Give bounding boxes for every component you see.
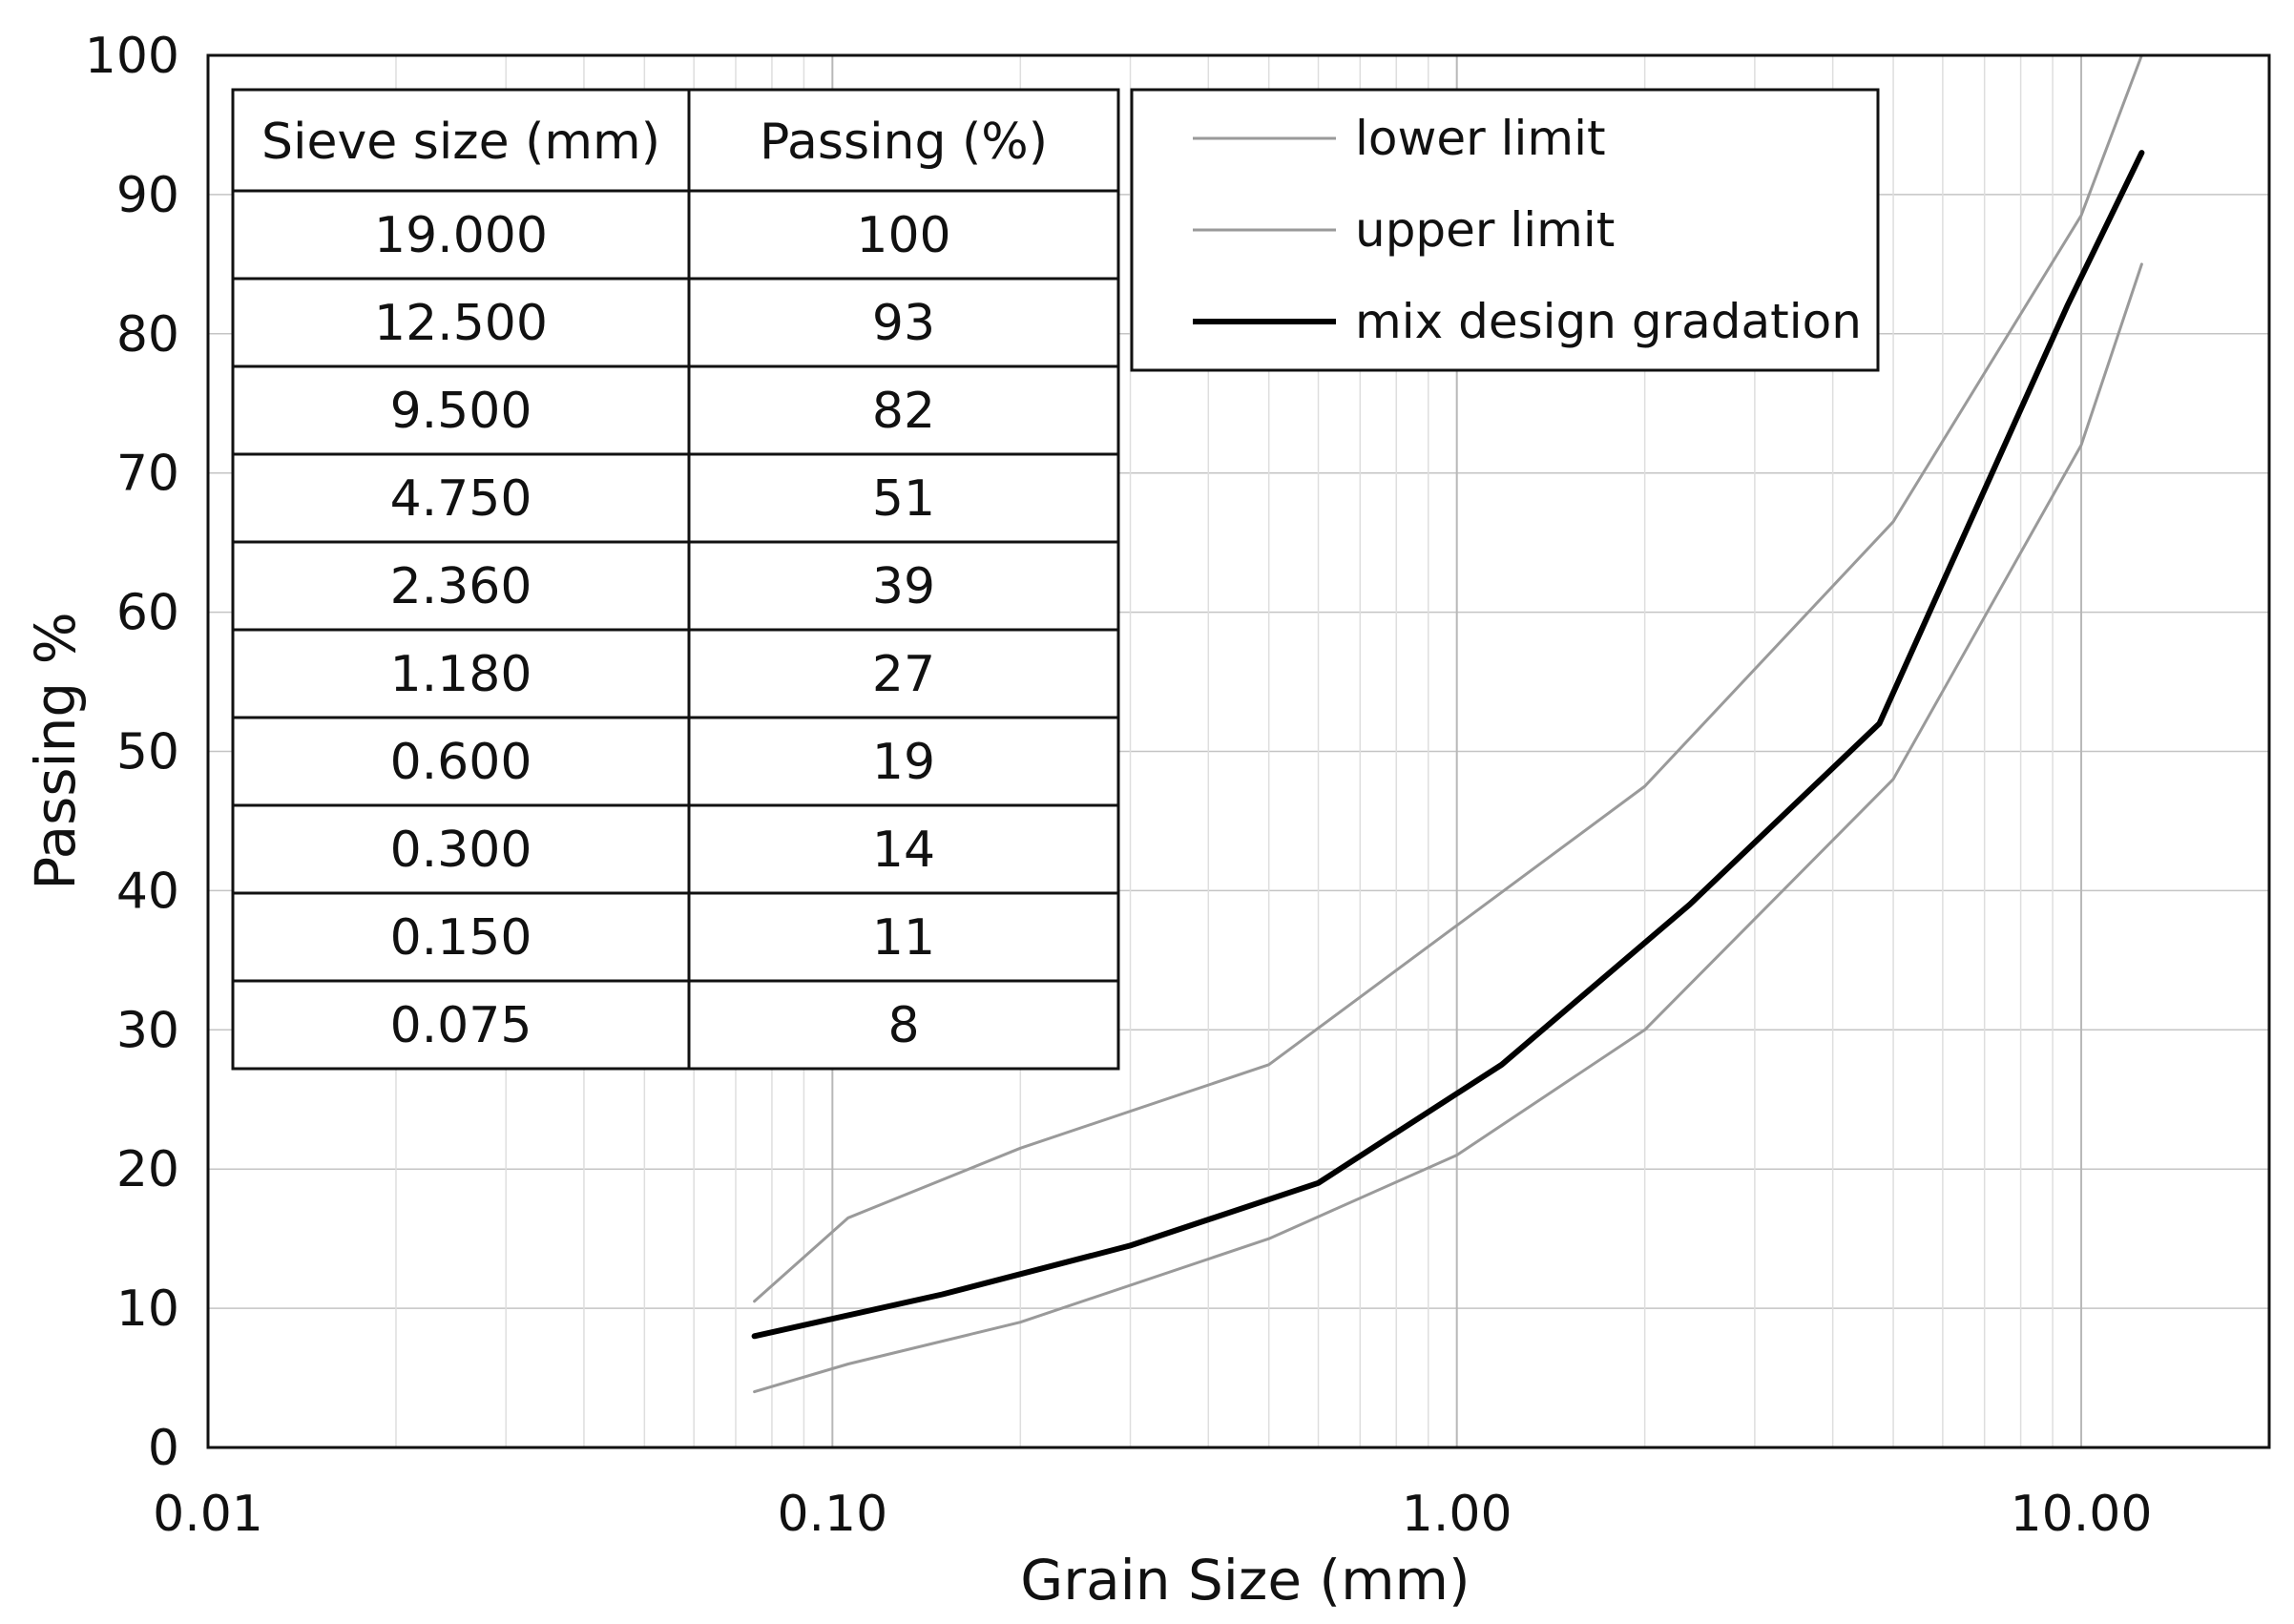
table-cell: 4.750	[390, 470, 532, 528]
x-tick-label: 0.10	[777, 1486, 887, 1543]
y-tick-label: 20	[116, 1141, 179, 1198]
table-cell: 14	[872, 822, 935, 879]
y-tick-label: 60	[116, 585, 179, 642]
table-cell: 0.300	[390, 822, 532, 879]
legend-label: lower limit	[1355, 111, 1606, 166]
table-cell: 51	[872, 470, 935, 528]
table-cell: 11	[872, 909, 935, 967]
x-tick-label: 1.00	[1402, 1486, 1512, 1543]
table-cell: 27	[872, 646, 935, 703]
y-tick-label: 0	[148, 1420, 179, 1477]
x-axis-title: Grain Size (mm)	[1020, 1548, 1470, 1613]
table-cell: 19.000	[374, 207, 548, 264]
table-header-cell: Sieve size (mm)	[261, 114, 660, 171]
y-tick-label: 10	[116, 1280, 179, 1338]
y-tick-label: 90	[116, 167, 179, 224]
y-tick-label: 50	[116, 724, 179, 781]
legend-label: mix design gradation	[1355, 294, 1862, 349]
plot-frame	[206, 53, 2271, 1449]
y-tick-labels: 0 10 20 30 40 50 60 70 80 90 100	[85, 28, 179, 1477]
data-table: Sieve size (mm) Passing (%) 19.000 100 12.50…	[231, 88, 1120, 1071]
series-line-lower-limit	[753, 262, 2143, 1394]
table-cell: 9.500	[390, 383, 532, 440]
series-line-mix-design-gradation	[751, 150, 2145, 1340]
y-tick-label: 40	[116, 863, 179, 920]
y-tick-label: 80	[116, 306, 179, 364]
table-cell: 100	[856, 207, 950, 264]
legend: lower limit upper limit mix design gradati…	[1130, 88, 1880, 372]
table-cell: 0.600	[390, 734, 532, 791]
table-cell: 0.075	[390, 997, 532, 1054]
y-tick-label: 70	[116, 446, 179, 503]
y-axis-title: Passing %	[23, 612, 88, 890]
table-cell: 2.360	[390, 558, 532, 615]
y-tick-label: 30	[116, 1002, 179, 1059]
table-cell: 39	[872, 558, 935, 615]
y-tick-label: 100	[85, 28, 179, 85]
series-line-upper-limit	[753, 53, 2143, 1303]
x-tick-labels: 0.01 0.10 1.00 10.00	[153, 1486, 2152, 1543]
table-header-cell: Passing (%)	[760, 114, 1048, 171]
table-frame	[231, 88, 1120, 1071]
table-cell: 8	[887, 997, 919, 1054]
table-cell: 1.180	[390, 646, 532, 703]
legend-label: upper limit	[1355, 202, 1615, 258]
series-group	[751, 53, 2145, 1394]
x-tick-label: 0.01	[153, 1486, 263, 1543]
table-cell: 12.500	[374, 295, 548, 352]
table-cell: 0.150	[390, 909, 532, 967]
table-cell: 19	[872, 734, 935, 791]
table-cell: 82	[872, 383, 935, 440]
table-cell: 93	[872, 295, 935, 352]
x-tick-label: 10.00	[2011, 1486, 2153, 1543]
